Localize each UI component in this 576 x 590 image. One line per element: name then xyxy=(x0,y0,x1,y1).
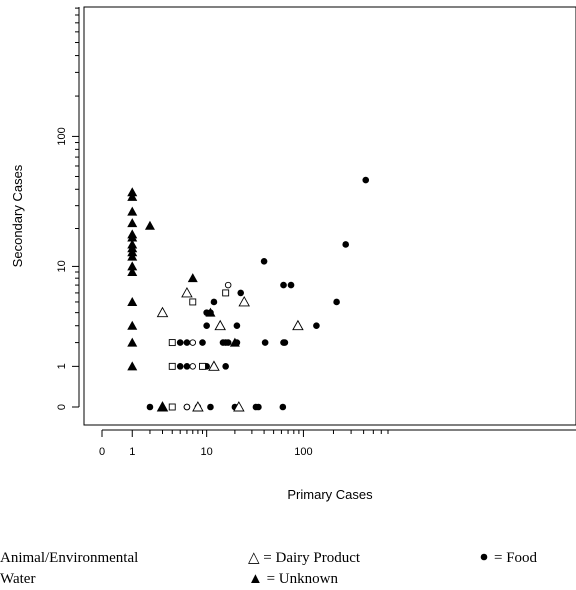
open-square-marker xyxy=(222,289,230,297)
filled-triangle-marker xyxy=(229,337,240,347)
filled-triangle-marker xyxy=(127,229,138,239)
filled-circle-marker xyxy=(203,322,210,330)
filled-triangle-marker xyxy=(144,220,155,230)
filled-triangle-marker xyxy=(127,206,138,216)
open-circle-marker xyxy=(183,403,191,411)
filled-circle-marker xyxy=(281,339,289,346)
filled-circle-marker xyxy=(183,339,191,346)
open-triangle-marker xyxy=(292,319,304,331)
open-triangle-marker xyxy=(192,401,204,412)
open-square-marker xyxy=(199,362,206,370)
x-axis-title: Primary Cases xyxy=(287,487,373,502)
open-circle-marker xyxy=(224,281,232,289)
filled-circle-marker xyxy=(207,403,214,411)
filled-triangle-marker xyxy=(127,296,138,306)
filled-circle-marker xyxy=(233,322,241,330)
filled-circle-marker xyxy=(237,289,245,297)
filled-circle-marker xyxy=(362,176,370,184)
filled-circle-marker xyxy=(342,241,350,248)
plot-frame xyxy=(83,6,576,426)
legend: Animal/Environmental △ = Dairy Product = F… xyxy=(0,550,538,587)
filled-circle-marker xyxy=(176,339,184,346)
legend-label-dairy: △ = Dairy Product xyxy=(248,550,361,566)
filled-triangle-marker xyxy=(205,307,216,317)
filled-circle-marker xyxy=(222,363,229,370)
legend-label-water: Water xyxy=(0,571,35,587)
open-square-marker xyxy=(168,362,176,370)
filled-circle-marker xyxy=(279,403,287,411)
filled-circle-marker xyxy=(287,281,295,289)
y-tick-label: 10 xyxy=(56,260,68,272)
open-triangle-marker xyxy=(181,286,193,298)
filled-circle-marker xyxy=(480,553,488,561)
open-triangle-marker xyxy=(156,306,169,318)
filled-circle-marker xyxy=(261,339,269,346)
open-square-marker xyxy=(189,298,197,306)
filled-circle-marker xyxy=(210,298,218,306)
open-circle-marker xyxy=(189,339,197,346)
filled-triangle-marker xyxy=(127,187,138,197)
x-axis: 0 1 10 100 xyxy=(99,429,576,458)
open-circle-marker xyxy=(189,363,197,370)
filled-triangle-marker xyxy=(187,273,198,283)
filled-triangle-marker xyxy=(127,267,138,276)
open-square-marker xyxy=(168,403,176,411)
filled-triangle-marker xyxy=(127,337,138,347)
filled-circle-marker xyxy=(176,363,184,370)
legend-label-food: = Food xyxy=(494,550,538,566)
filled-circle-marker xyxy=(260,258,268,265)
x-tick-label: 10 xyxy=(201,446,213,458)
filled-triangle-marker xyxy=(127,320,138,330)
filled-circle-marker xyxy=(313,322,320,330)
filled-triangle-marker xyxy=(157,402,168,411)
x-tick-label: 100 xyxy=(294,446,312,458)
open-triangle-marker xyxy=(214,319,226,331)
legend-label-animal: Animal/Environmental xyxy=(0,550,138,566)
filled-triangle-marker xyxy=(127,361,138,371)
legend-label-unknown: ▲ = Unknown xyxy=(248,571,338,587)
y-axis: 0 1 10 100 xyxy=(56,7,80,410)
filled-triangle-marker xyxy=(127,191,138,201)
filled-circle-marker xyxy=(199,339,206,346)
data-points xyxy=(127,176,370,412)
open-square-marker xyxy=(168,339,176,347)
filled-triangle-marker xyxy=(127,218,138,228)
open-triangle-marker xyxy=(208,360,220,371)
filled-circle-marker xyxy=(280,281,287,289)
filled-circle-marker xyxy=(255,403,262,411)
filled-triangle-marker xyxy=(127,239,138,249)
y-tick-label: 1 xyxy=(56,363,68,369)
filled-circle-marker xyxy=(183,363,191,370)
x-tick-label: 1 xyxy=(129,446,135,458)
filled-triangle-marker xyxy=(127,261,138,271)
open-triangle-marker xyxy=(233,401,245,412)
open-triangle-marker xyxy=(238,296,250,307)
filled-circle-marker xyxy=(333,298,340,306)
x-tick-label: 0 xyxy=(99,446,105,458)
y-axis-title: Secondary Cases xyxy=(10,164,25,267)
y-tick-label: 100 xyxy=(56,127,68,145)
y-tick-label: 0 xyxy=(56,404,68,410)
filled-circle-marker xyxy=(146,403,154,411)
filled-circle-marker xyxy=(224,339,232,346)
